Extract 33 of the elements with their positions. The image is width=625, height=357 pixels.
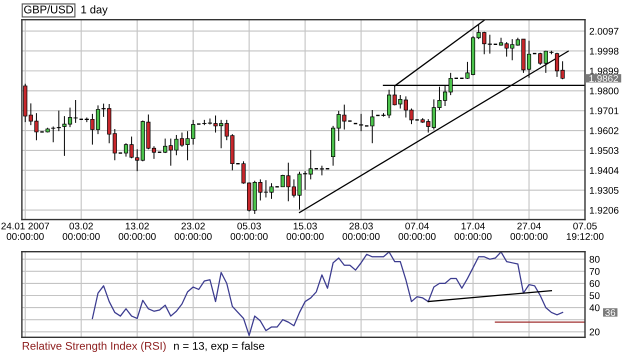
y-tick-label: 1.9404 <box>590 167 619 174</box>
y-tick-label: 1.9305 <box>590 186 618 194</box>
chart-subtitle: 1 day <box>81 5 108 16</box>
x-tick-label: 07.05 19:12:00 <box>566 222 604 240</box>
y-tick-label: 1.9602 <box>590 127 618 134</box>
y-tick-label: 1.9503 <box>590 147 618 154</box>
chart-title: GBP/USD <box>24 5 74 14</box>
x-tick-label: 13.02 00:00:00 <box>118 222 156 240</box>
y-tick-label: 1.9206 <box>590 206 618 214</box>
y-tick-label: 1.9998 <box>590 48 618 55</box>
text: Relative Strength Index (RSI) <box>22 342 166 352</box>
x-tick-label: 28.03 00:00:00 <box>342 222 380 240</box>
y-tick-label: 1.9800 <box>590 87 619 94</box>
y-tick-label: 2.0097 <box>590 28 618 35</box>
text: n = 13, exp = false <box>174 342 264 352</box>
y-tick-label: 50 <box>590 292 600 300</box>
y-tick-label: 40 <box>589 304 600 312</box>
x-tick-label: 15.03 00:00:00 <box>286 222 324 240</box>
x-tick-label: 17.04 00:00:00 <box>454 222 492 240</box>
x-tick-label: 05.03 00:00:00 <box>230 222 268 240</box>
text: 36 <box>605 309 616 316</box>
y-tick-label: 1.9701 <box>590 107 618 114</box>
text: 1.9862 <box>589 75 618 82</box>
y-tick-label: 80 <box>590 256 600 263</box>
x-tick-label: 24.01 2007 00:00:00 <box>1 222 50 240</box>
x-tick-label: 23.02 00:00:00 <box>174 222 212 240</box>
y-tick-label: 20 <box>590 328 600 336</box>
y-tick-label: 70 <box>590 268 600 275</box>
y-tick-label: 60 <box>590 280 600 288</box>
x-tick-label: 07.04 00:00:00 <box>398 222 436 240</box>
x-tick-label: 27.04 00:00:00 <box>510 222 548 240</box>
y-tick-label: 1.9899 <box>590 68 618 74</box>
x-tick-label: 03.02 00:00:00 <box>62 222 100 240</box>
